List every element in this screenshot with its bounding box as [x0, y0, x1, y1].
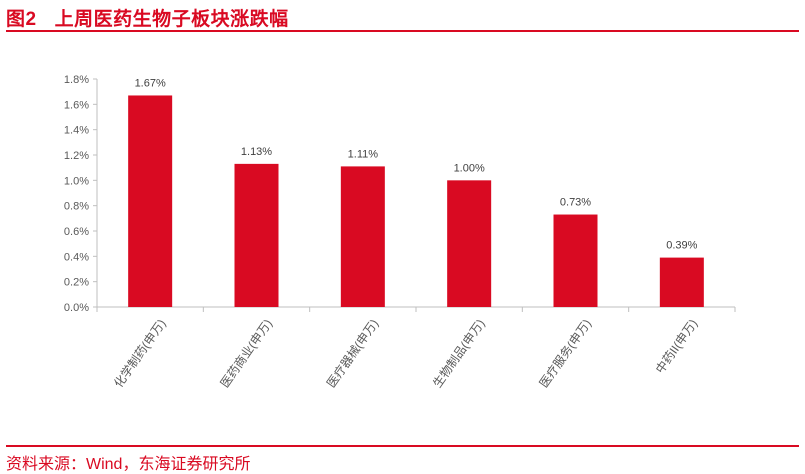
- x-category-label: 中药II(申万): [652, 316, 700, 376]
- y-tick-label: 1.0%: [64, 175, 89, 187]
- bar-2: [340, 166, 385, 307]
- figure-number: 图2: [6, 9, 37, 30]
- bar-0: [128, 95, 173, 307]
- x-category-label: 医药商业(申万): [217, 316, 275, 390]
- x-category-label: 医疗器械(申万): [323, 316, 381, 390]
- data-label: 0.39%: [666, 240, 697, 252]
- bar-5: [659, 257, 704, 307]
- data-label: 1.11%: [348, 148, 379, 160]
- y-tick-label: 0.4%: [64, 251, 89, 263]
- title-divider: [6, 30, 799, 32]
- y-tick-label: 1.2%: [64, 150, 89, 162]
- x-category-label: 化学制药(申万): [110, 316, 168, 390]
- footer-divider: [6, 445, 799, 447]
- figure-title-text: 上周医药生物子板块涨跌幅: [54, 9, 289, 30]
- data-label: 1.13%: [241, 146, 272, 158]
- x-category-label: 医疗服务(申万): [536, 316, 594, 390]
- bar-4: [553, 214, 598, 307]
- x-category-label: 生物制品(申万): [430, 317, 487, 391]
- bar-3: [447, 180, 492, 307]
- bar-1: [234, 163, 279, 307]
- data-label: 1.67%: [135, 77, 166, 89]
- y-tick-label: 1.8%: [64, 74, 89, 86]
- figure-title: 图2 上周医药生物子板块涨跌幅: [6, 4, 289, 31]
- y-tick-label: 0.0%: [64, 302, 89, 314]
- y-tick-label: 0.2%: [64, 277, 89, 289]
- y-tick-label: 1.4%: [64, 125, 89, 137]
- source-note: 资料来源：Wind，东海证券研究所: [6, 456, 251, 473]
- data-label: 0.73%: [560, 197, 591, 209]
- y-tick-label: 1.6%: [64, 99, 89, 111]
- y-tick-label: 0.8%: [64, 201, 89, 213]
- data-label: 1.00%: [454, 162, 485, 174]
- y-tick-label: 0.6%: [64, 226, 89, 238]
